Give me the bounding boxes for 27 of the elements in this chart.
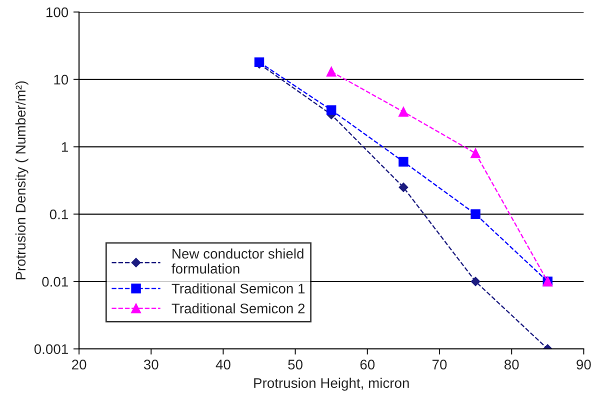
legend-label: New conductor shield formulation <box>172 248 304 274</box>
point <box>470 148 480 158</box>
y-tick-label: 0.01 <box>42 276 68 287</box>
y-tick-label: 10 <box>54 74 68 85</box>
y-tick-label: 0.1 <box>50 209 68 220</box>
point <box>326 66 336 77</box>
x-axis-title: Protrusion Height, micron <box>254 378 409 391</box>
point <box>398 106 408 117</box>
y-axis-title: Protrusion Density ( Number/m²) <box>15 81 28 280</box>
x-tick-label: 80 <box>504 360 519 370</box>
x-tick-label: 60 <box>360 360 375 370</box>
y-tick-label: 0.001 <box>34 344 68 354</box>
y-tick-label: 1 <box>62 142 68 152</box>
y-tick-label: 100 <box>46 7 68 18</box>
legend-label: Traditional Semicon 2 <box>172 303 305 314</box>
point <box>470 276 480 286</box>
legend-label: Traditional Semicon 1 <box>172 283 305 294</box>
x-tick-label: 30 <box>144 360 158 370</box>
x-tick-label: 20 <box>72 360 86 370</box>
point <box>326 105 336 115</box>
x-tick-label: 90 <box>576 360 591 370</box>
point <box>398 156 408 167</box>
x-tick-label: 50 <box>288 360 302 370</box>
point <box>470 209 480 219</box>
x-tick-label: 70 <box>432 360 447 370</box>
x-tick-label: 40 <box>216 360 230 370</box>
point <box>398 182 408 192</box>
